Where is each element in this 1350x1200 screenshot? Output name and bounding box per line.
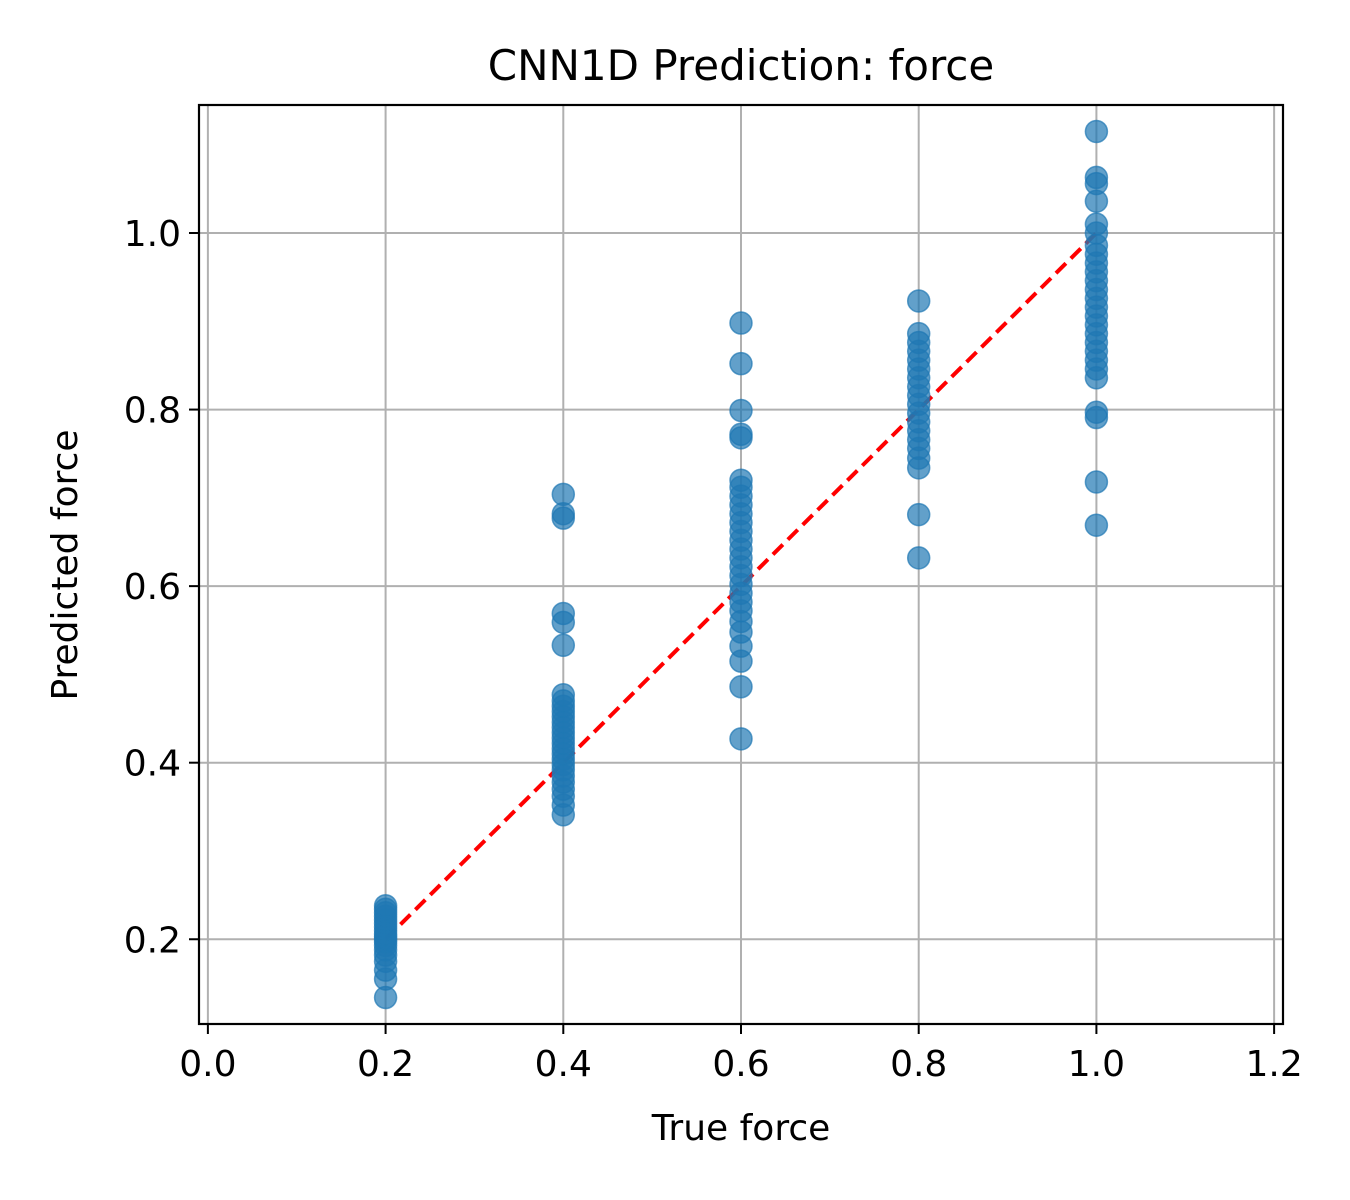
x-tick-label: 1.2 [1245, 1044, 1302, 1085]
data-point [1084, 470, 1109, 494]
y-tick-label: 1.0 [124, 214, 181, 255]
data-point [729, 398, 753, 423]
data-point [1084, 212, 1109, 236]
y-tick-label: 0.8 [124, 391, 181, 432]
data-point [906, 289, 931, 313]
data-points [373, 119, 1109, 1010]
data-point [729, 351, 753, 376]
data-point [373, 893, 398, 918]
x-axis-label: True force [651, 1108, 831, 1149]
y-axis-ticks: 0.2 0.4 0.6 0.8 1.0 [124, 214, 199, 961]
data-point [1084, 513, 1109, 537]
data-point [729, 675, 753, 699]
data-point [1084, 119, 1109, 144]
data-point [551, 601, 576, 626]
chart-title: CNN1D Prediction: force [488, 41, 994, 90]
x-tick-label: 0.0 [179, 1044, 236, 1085]
data-point [906, 321, 931, 346]
data-point [906, 546, 931, 570]
data-point [1084, 400, 1109, 424]
x-tick-label: 0.8 [890, 1044, 947, 1085]
y-tick-label: 0.2 [124, 920, 181, 961]
x-tick-label: 0.6 [712, 1044, 769, 1085]
y-axis-label: Predicted force [45, 429, 86, 700]
x-tick-label: 0.2 [357, 1044, 414, 1085]
data-point [729, 468, 753, 492]
data-point [729, 311, 753, 335]
x-tick-label: 1.0 [1068, 1044, 1125, 1085]
data-point [729, 727, 753, 751]
y-tick-label: 0.4 [124, 744, 181, 785]
data-point [551, 633, 576, 658]
y-tick-label: 0.6 [124, 567, 181, 608]
data-point [551, 682, 576, 707]
data-point [906, 502, 931, 527]
x-tick-label: 0.4 [535, 1044, 592, 1085]
data-point [1084, 165, 1109, 190]
data-point [551, 482, 576, 507]
data-point [729, 422, 753, 447]
x-axis-ticks: 0.0 0.2 0.4 0.6 0.8 1.0 1.2 [179, 1024, 1303, 1085]
